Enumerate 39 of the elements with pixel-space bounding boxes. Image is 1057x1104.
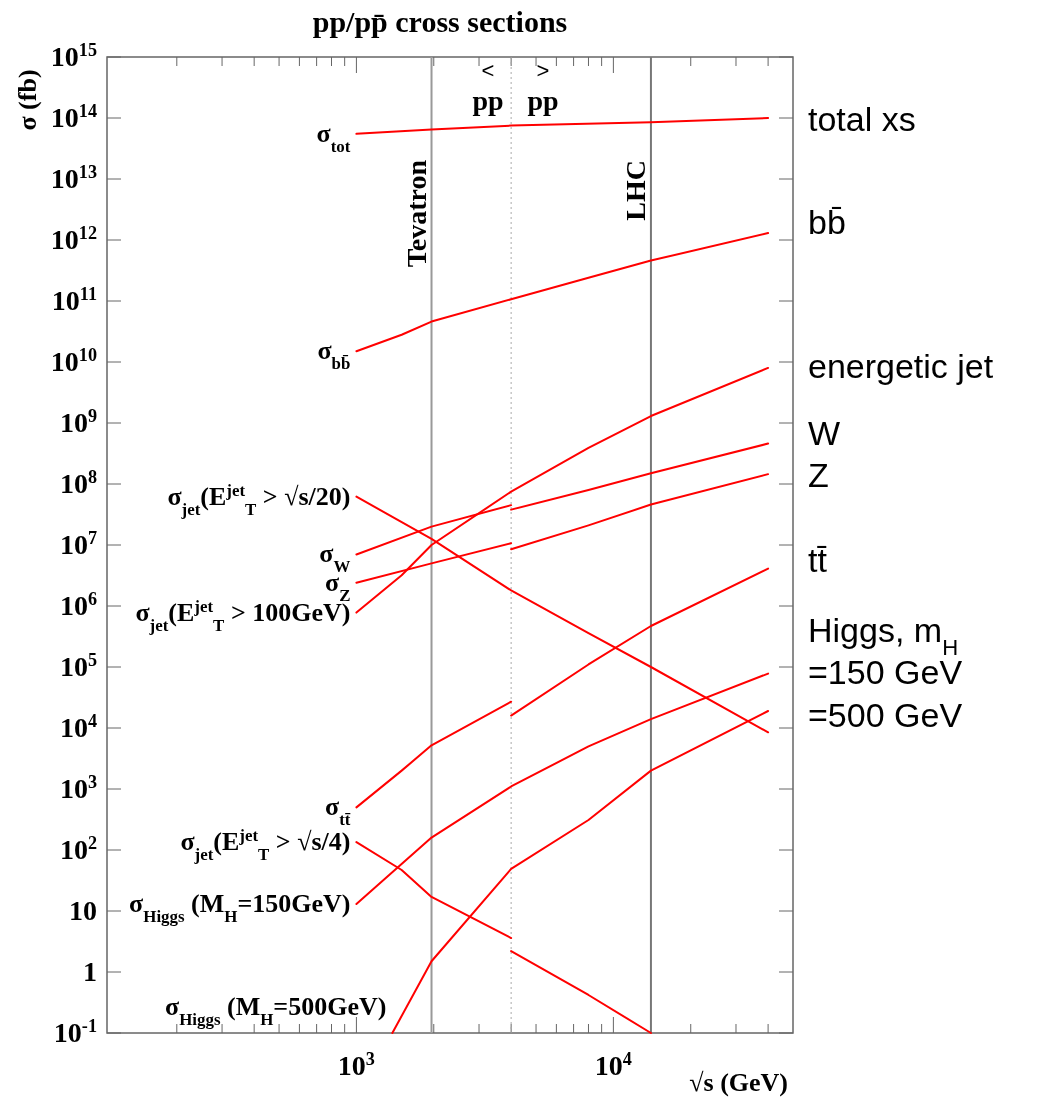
text: Z <box>808 456 829 494</box>
ref-line-label: LHC <box>619 160 651 221</box>
y-tick-label: 10$^{5}$ <box>59 650 97 682</box>
y-tick-label: 10$^{11}$ <box>51 284 97 316</box>
series-label: σ$_{bb̄}$ <box>317 336 351 373</box>
annotation: > <box>536 58 550 83</box>
y-tick-label: 10$^{9}$ <box>59 406 97 438</box>
text: W <box>808 414 841 452</box>
chart-title: pp/pp̄ cross sections <box>312 5 568 38</box>
y-tick-label: 10$^{6}$ <box>59 589 97 621</box>
text: Higgs, m$_{H}$ <box>808 611 959 660</box>
y-tick-label: 10$^{12}$ <box>50 223 97 255</box>
text: total xs <box>808 100 916 138</box>
annotation: pp <box>527 85 559 116</box>
y-tick-label: 10$^{8}$ <box>59 467 97 499</box>
annotation: pp <box>472 85 504 116</box>
y-tick-label: 10 <box>69 895 97 926</box>
series-label: σ$_{jet}$(E$^{jet}$$_{T}$ > √s/20) <box>167 480 351 519</box>
text: energetic jet <box>808 347 994 385</box>
series-label: σ$_{Higgs}$ (M$_{H}$=500GeV) <box>165 992 387 1029</box>
annotation: < <box>481 58 495 83</box>
y-tick-label: 10$^{4}$ <box>59 711 97 743</box>
y-tick-label: 10$^{14}$ <box>50 101 97 133</box>
y-tick-label: 10$^{2}$ <box>59 833 97 865</box>
x-axis-title: √s (GeV) <box>689 1068 788 1097</box>
y-tick-label: 10$^{10}$ <box>50 345 97 377</box>
text: =500 GeV <box>808 696 963 734</box>
text: tt̄ <box>808 541 828 579</box>
y-tick-label: 10$^{13}$ <box>50 162 97 194</box>
y-tick-label: 10$^{3}$ <box>59 772 97 804</box>
series-label: σ$_{tot}$ <box>316 118 351 156</box>
y-tick-label: 1 <box>83 956 97 987</box>
y-tick-label: 10$^{15}$ <box>50 40 97 72</box>
ref-line-label: Tevatron <box>400 159 432 268</box>
text: bb̄ <box>808 203 846 241</box>
y-tick-label: 10$^{-1}$ <box>53 1016 97 1048</box>
series-label: σ$_{Higgs}$ (M$_{H}$=150GeV) <box>129 889 351 926</box>
y-tick-label: 10$^{7}$ <box>59 528 97 560</box>
y-axis-title: σ (fb) <box>13 69 42 131</box>
